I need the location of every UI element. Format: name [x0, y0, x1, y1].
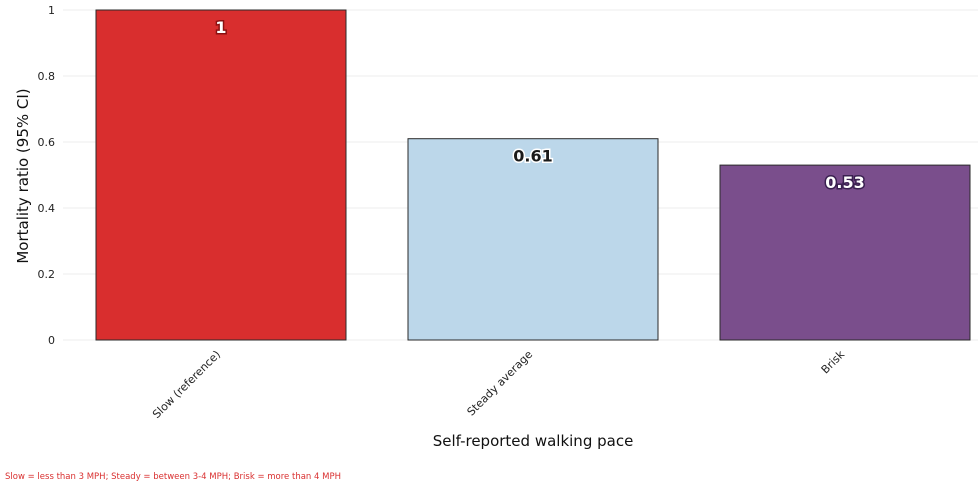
data-label: 1 [215, 18, 226, 37]
x-tick-label: Slow (reference) [150, 348, 223, 421]
y-tick-label: 0 [48, 334, 55, 347]
y-axis-ticks: 0 0.2 0.4 0.6 0.8 1 [38, 4, 56, 347]
y-tick-label: 0.2 [38, 268, 56, 281]
y-axis-label: Mortality ratio (95% CI) [14, 88, 32, 263]
y-tick-label: 0.4 [38, 202, 56, 215]
bars: 1 0.61 0.53 [95, 9, 971, 341]
y-tick-label: 0.6 [38, 136, 56, 149]
y-tick-label: 0.8 [38, 70, 56, 83]
y-tick-label: 1 [48, 4, 55, 17]
data-label: 0.61 [513, 147, 552, 166]
x-tick-label: Brisk [819, 347, 848, 376]
footnote: Slow = less than 3 MPH; Steady = between… [5, 472, 341, 482]
x-axis-label: Self-reported walking pace [433, 432, 634, 450]
data-label: 0.53 [825, 173, 864, 192]
x-axis-ticks: Slow (reference) Steady average Brisk [150, 347, 848, 421]
bar [407, 138, 659, 341]
x-tick-label: Steady average [465, 348, 536, 419]
bar [719, 164, 971, 341]
bar [95, 9, 347, 341]
